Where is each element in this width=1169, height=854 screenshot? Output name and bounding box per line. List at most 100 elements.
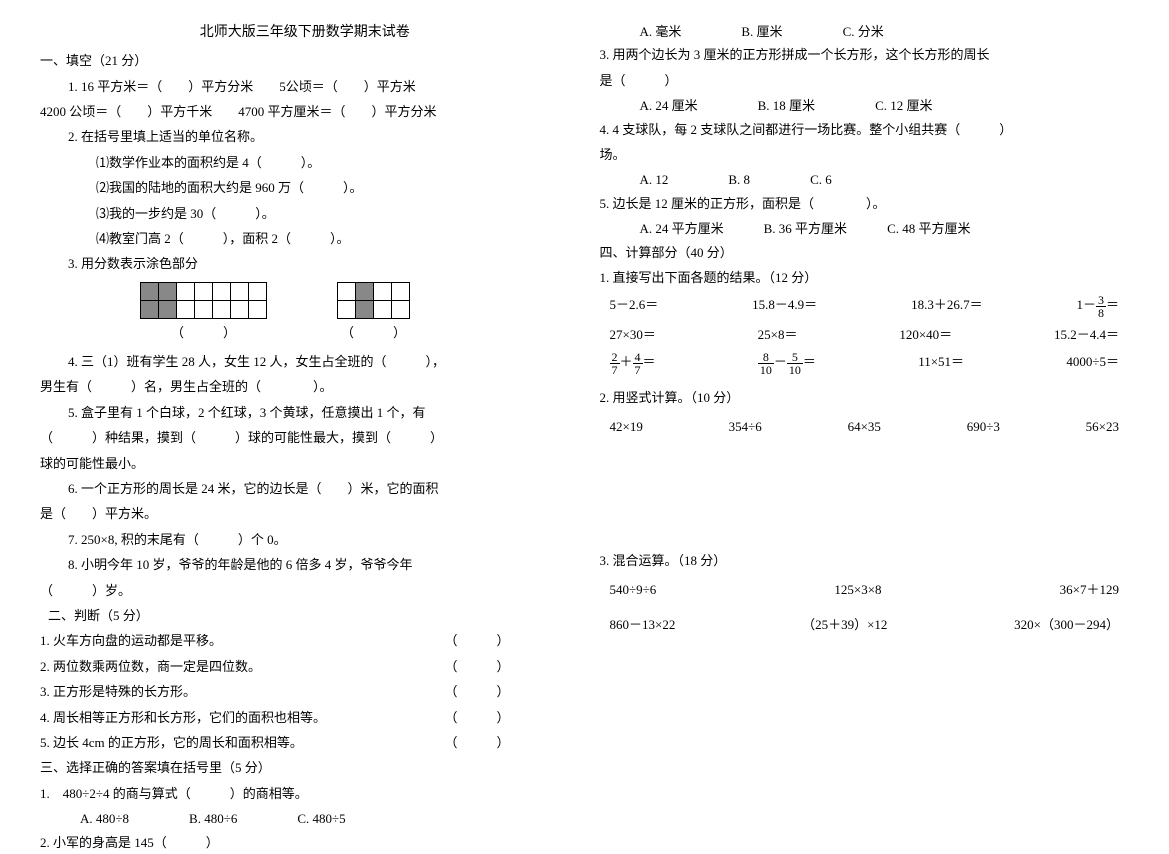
q1-6a: 6. 一个正方形的周长是 24 米，它的边长是（ ）米，它的面积 — [40, 477, 570, 500]
judge-text: 5. 边长 4cm 的正方形，它的周长和面积相等。 — [40, 731, 303, 754]
calc-item: 15.2－4.4＝ — [1054, 323, 1119, 346]
grid-1 — [140, 282, 267, 319]
sec4-p3: 3. 混合运算。（18 分） — [600, 549, 1130, 572]
q1-8b: （ ）岁。 — [40, 579, 570, 602]
frac-post: ＝ — [1106, 297, 1119, 312]
q1-5b: （ ）种结果，摸到（ ）球的可能性最大，摸到（ ） — [40, 426, 570, 449]
q1-5c: 球的可能性最小。 — [40, 452, 570, 475]
right-column: A. 毫米 B. 厘米 C. 分米 3. 用两个边长为 3 厘米的正方形拼成一个… — [600, 20, 1130, 806]
sec1-heading: 一、填空（21 分） — [40, 49, 570, 72]
q1-1b: 4200 公顷＝（ ）平方千米 4700 平方厘米＝（ ）平方分米 — [40, 100, 570, 123]
q3-5: 5. 边长是 12 厘米的正方形，面积是（ ）。 — [600, 192, 1130, 215]
calc-item: 18.3＋26.7＝ — [911, 293, 983, 319]
judge-paren: （ ） — [444, 731, 509, 754]
sec4-p1: 1. 直接写出下面各题的结果。（12 分） — [600, 266, 1130, 289]
opt-a: A. 24 厘米 — [640, 94, 698, 117]
judge-item: 2. 两位数乘两位数，商一定是四位数。（ ） — [40, 655, 570, 678]
frac-num: 4 — [633, 351, 643, 364]
frac-den: 8 — [1096, 307, 1106, 319]
grid-2 — [337, 282, 410, 319]
calc-item: 27＋47＝ — [610, 350, 656, 376]
opt-c: C. 6 — [810, 168, 832, 191]
frac-num: 3 — [1096, 294, 1106, 307]
q3-3-opts: A. 24 厘米 B. 18 厘米 C. 12 厘米 — [600, 94, 1130, 117]
judge-paren: （ ） — [444, 680, 509, 703]
q1-2d: ⑷教室门高 2（ ），面积 2（ ）。 — [40, 227, 570, 250]
calc-item: 810－510＝ — [758, 350, 816, 376]
grid1-paren: （ ） — [140, 321, 267, 344]
mix-item: 320×（300－294） — [1014, 613, 1119, 636]
grid2-wrap: （ ） — [337, 282, 410, 344]
calc-item: 4000÷5＝ — [1066, 350, 1119, 376]
calc-item: 120×40＝ — [899, 323, 952, 346]
opt-a: A. 480÷8 — [80, 807, 129, 830]
sec4-p2: 2. 用竖式计算。（10 分） — [600, 386, 1130, 409]
opt-c: C. 480÷5 — [297, 807, 345, 830]
calc-row3: 27＋47＝ 810－510＝ 11×51＝ 4000÷5＝ — [600, 350, 1130, 376]
judge-paren: （ ） — [444, 706, 509, 729]
mix-item: 540÷9÷6 — [610, 578, 657, 601]
q1-4b: 男生有（ ）名，男生占全班的（ ）。 — [40, 375, 570, 398]
q3-5-opts: A. 24 平方厘米 B. 36 平方厘米 C. 48 平方厘米 — [600, 217, 1130, 240]
calc-item: 1－38＝ — [1076, 293, 1119, 319]
vertical-row: 42×19 354÷6 64×35 690÷3 56×23 — [600, 415, 1130, 438]
opt-b: B. 厘米 — [741, 20, 782, 43]
mix-item: 860－13×22 — [610, 613, 676, 636]
sec4-heading: 四、计算部分（40 分） — [600, 241, 1130, 264]
opt-b: B. 36 平方厘米 — [764, 217, 847, 240]
mix-row1: 540÷9÷6 125×3×8 36×7＋129 — [600, 578, 1130, 601]
fraction-grids: （ ） （ ） — [40, 282, 570, 344]
vert-item: 354÷6 — [729, 415, 762, 438]
frac-pre: 1－ — [1076, 297, 1096, 312]
mix-item: （25＋39）×12 — [802, 613, 887, 636]
judge-list: 1. 火车方向盘的运动都是平移。（ ）2. 两位数乘两位数，商一定是四位数。（ … — [40, 629, 570, 754]
fraction: 510 — [787, 351, 803, 376]
grid1-wrap: （ ） — [140, 282, 267, 344]
frac-num: 5 — [787, 351, 803, 364]
vert-item: 56×23 — [1086, 415, 1119, 438]
left-column: 北师大版三年级下册数学期末试卷 一、填空（21 分） 1. 16 平方米＝（ ）… — [40, 20, 570, 806]
judge-text: 1. 火车方向盘的运动都是平移。 — [40, 629, 222, 652]
judge-text: 4. 周长相等正方形和长方形，它们的面积也相等。 — [40, 706, 326, 729]
vert-item: 42×19 — [610, 415, 643, 438]
sec3-heading: 三、选择正确的答案填在括号里（5 分） — [40, 756, 570, 779]
frac-op: － — [774, 354, 787, 369]
calc-item: 15.8－4.9＝ — [752, 293, 817, 319]
opt-b: B. 18 厘米 — [758, 94, 815, 117]
q3-4b: 场。 — [600, 143, 1130, 166]
q3-2: 2. 小军的身高是 145（ ） — [40, 831, 570, 854]
grid2-paren: （ ） — [337, 321, 410, 344]
q1-2: 2. 在括号里填上适当的单位名称。 — [40, 125, 570, 148]
sec2-heading: 二、判断（5 分） — [40, 604, 570, 627]
q1-8a: 8. 小明今年 10 岁，爷爷的年龄是他的 6 倍多 4 岁，爷爷今年 — [40, 553, 570, 576]
mix-item: 125×3×8 — [834, 578, 881, 601]
judge-paren: （ ） — [444, 655, 509, 678]
q1-2a: ⑴数学作业本的面积约是 4（ ）。 — [40, 151, 570, 174]
opt-a: A. 12 — [640, 168, 669, 191]
q3-2-opts: A. 毫米 B. 厘米 C. 分米 — [600, 20, 1130, 43]
opt-c: C. 分米 — [843, 20, 884, 43]
q1-1: 1. 16 平方米＝（ ）平方分米 5公顷＝（ ）平方米 — [40, 75, 570, 98]
q1-2b: ⑵我国的陆地的面积大约是 960 万（ ）。 — [40, 176, 570, 199]
calc-row2: 27×30＝ 25×8＝ 120×40＝ 15.2－4.4＝ — [600, 323, 1130, 346]
vert-item: 690÷3 — [967, 415, 1000, 438]
frac-num: 2 — [610, 351, 620, 364]
fraction: 810 — [758, 351, 774, 376]
q1-7: 7. 250×8, 积的末尾有（ ）个 0。 — [40, 528, 570, 551]
frac-den: 7 — [633, 364, 643, 376]
opt-c: C. 12 厘米 — [875, 94, 932, 117]
q1-2c: ⑶我的一步约是 30（ ）。 — [40, 202, 570, 225]
calc-item: 27×30＝ — [610, 323, 656, 346]
opt-b: B. 8 — [728, 168, 750, 191]
q1-3: 3. 用分数表示涂色部分 — [40, 252, 570, 275]
frac-num: 8 — [758, 351, 774, 364]
judge-item: 4. 周长相等正方形和长方形，它们的面积也相等。 （ ） — [40, 706, 570, 729]
judge-text: 3. 正方形是特殊的长方形。 — [40, 680, 196, 703]
fraction: 38 — [1096, 294, 1106, 319]
fraction: 27 — [610, 351, 620, 376]
opt-a: A. 24 平方厘米 — [640, 217, 724, 240]
judge-item: 3. 正方形是特殊的长方形。 （ ） — [40, 680, 570, 703]
frac-den: 10 — [758, 364, 774, 376]
mix-item: 36×7＋129 — [1060, 578, 1119, 601]
opt-b: B. 480÷6 — [189, 807, 237, 830]
